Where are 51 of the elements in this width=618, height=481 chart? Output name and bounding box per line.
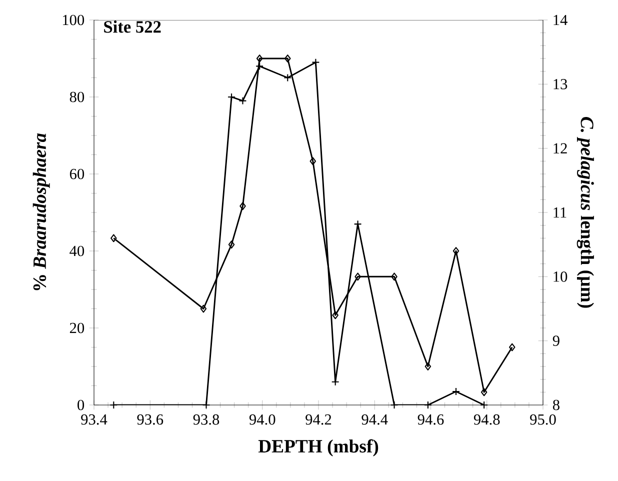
y-tick-label: 60	[70, 168, 84, 180]
y-axis-title: % Braarudosphaera	[32, 133, 50, 290]
x-tick-label: 94.6	[418, 414, 444, 425]
y-tick-label: 0	[78, 400, 84, 410]
point	[202, 400, 210, 409]
y-tick-label: 40	[70, 246, 84, 256]
x-tick-label: 94.0	[249, 414, 276, 425]
point	[110, 234, 117, 242]
point	[424, 400, 432, 409]
y-tick-label: 80	[70, 92, 84, 102]
y2-tick-label: 14	[554, 14, 568, 26]
y-tick-label: 20	[70, 322, 84, 334]
x-tick-label: 93.6	[137, 414, 164, 425]
point	[256, 62, 264, 70]
x-tick-label: 95.0	[530, 414, 556, 425]
chart-title: Site 522	[104, 20, 161, 33]
point	[228, 240, 235, 249]
point	[228, 92, 236, 101]
point	[240, 202, 246, 210]
point	[452, 388, 460, 396]
point	[508, 343, 516, 352]
y2-tick-label: 10	[554, 271, 568, 282]
point	[480, 388, 488, 396]
y-tick-label: 100	[62, 14, 84, 26]
point	[312, 58, 320, 66]
point	[200, 304, 207, 313]
x-axis-title: DEPTH (mbsf)	[258, 439, 378, 456]
point	[310, 157, 316, 166]
point	[110, 400, 118, 409]
point	[332, 311, 338, 320]
x-tick-label: 94.4	[362, 414, 388, 425]
x-tick-label: 93.4	[81, 414, 108, 425]
point	[238, 96, 247, 105]
point	[256, 54, 263, 62]
point	[284, 74, 292, 82]
point	[354, 272, 361, 281]
x-tick-label: 94.8	[474, 414, 500, 425]
y2-tick-label: 8	[552, 400, 560, 410]
y2-axis-title: C. pelagicus length (µm)	[576, 117, 594, 308]
x-tick-label: 94.2	[306, 414, 332, 425]
x-tick-label: 93.8	[193, 414, 220, 425]
point	[424, 362, 432, 370]
y2-tick-label: 13	[554, 79, 568, 90]
point	[284, 54, 291, 62]
point	[390, 400, 398, 409]
point	[480, 400, 488, 409]
y2-tick-label: 12	[554, 143, 567, 154]
y2-tick-label: 9	[552, 336, 560, 346]
point	[391, 272, 398, 281]
y2-tick-label: 11	[554, 207, 566, 218]
point	[452, 246, 460, 255]
